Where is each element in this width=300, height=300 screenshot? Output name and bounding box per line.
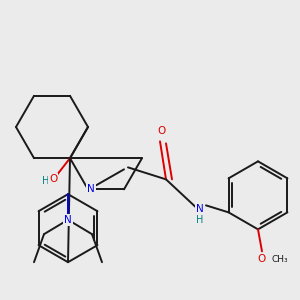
Text: H: H <box>196 215 204 225</box>
Text: N: N <box>196 204 204 214</box>
Text: O: O <box>258 254 266 264</box>
Text: H: H <box>42 176 50 186</box>
Text: N: N <box>87 184 95 194</box>
Text: N: N <box>64 215 72 225</box>
Text: O: O <box>49 174 57 184</box>
Text: O: O <box>158 126 166 136</box>
Text: CH₃: CH₃ <box>271 255 288 264</box>
